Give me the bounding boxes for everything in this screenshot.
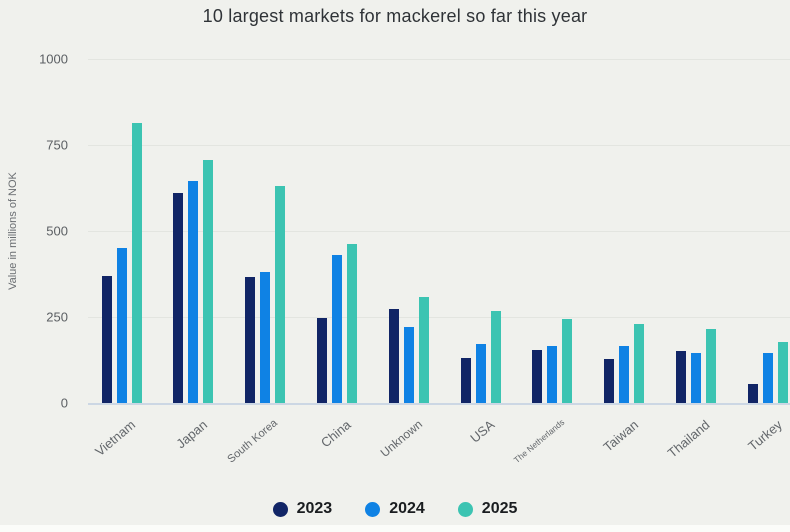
bar-2025-the-netherlands[interactable] — [562, 318, 573, 403]
bar-2025-turkey[interactable] — [777, 341, 788, 403]
bar-2024-china[interactable] — [331, 255, 342, 403]
x-tick-label-vietnam: Vietnam — [92, 417, 139, 460]
bar-2023-thailand[interactable] — [676, 350, 687, 403]
x-tick-label-south-korea: South Korea — [225, 417, 280, 466]
bar-2023-south-korea[interactable] — [245, 277, 256, 403]
x-tick-label-japan: Japan — [173, 417, 210, 452]
legend-label-2025: 2025 — [481, 500, 518, 517]
bar-2024-japan[interactable] — [188, 181, 199, 403]
bar-2025-vietnam[interactable] — [131, 122, 142, 403]
bar-2024-unknown[interactable] — [403, 327, 414, 403]
legend-item-2023[interactable]: 2023 — [272, 500, 333, 518]
gridline — [88, 145, 790, 146]
bar-2024-vietnam[interactable] — [116, 247, 127, 403]
y-tick-label: 1000 — [39, 51, 68, 67]
x-tick-label-turkey: Turkey — [744, 417, 785, 454]
bar-2024-south-korea[interactable] — [260, 272, 271, 403]
bar-2025-china[interactable] — [346, 244, 357, 403]
bar-2024-the-netherlands[interactable] — [547, 345, 558, 403]
bar-2025-usa[interactable] — [490, 310, 501, 403]
bar-2025-south-korea[interactable] — [275, 185, 286, 403]
plot-area — [88, 59, 790, 405]
y-tick-label: 750 — [46, 137, 68, 153]
x-tick-label-china: China — [317, 417, 354, 451]
bar-2023-unknown[interactable] — [388, 309, 399, 403]
bar-2025-thailand[interactable] — [706, 328, 717, 403]
legend-marker-2025 — [457, 501, 473, 517]
legend-item-2025[interactable]: 2025 — [457, 500, 518, 518]
gridline — [88, 231, 790, 232]
bottom-strip — [0, 525, 790, 532]
bar-2024-taiwan[interactable] — [619, 345, 630, 403]
gridline — [88, 317, 790, 318]
gridline — [88, 59, 790, 60]
y-tick-label: 250 — [46, 309, 68, 325]
x-axis-line — [88, 403, 790, 405]
bar-2025-taiwan[interactable] — [634, 324, 645, 403]
bar-2025-unknown[interactable] — [418, 297, 429, 403]
y-tick-label: 0 — [60, 395, 68, 411]
bar-2025-japan[interactable] — [203, 160, 214, 403]
bar-2023-taiwan[interactable] — [604, 359, 615, 403]
y-tick-label: 500 — [46, 223, 68, 239]
bar-2023-japan[interactable] — [173, 193, 184, 403]
bar-2023-vietnam[interactable] — [101, 275, 112, 403]
x-tick-label-usa: USA — [467, 417, 498, 446]
bar-2023-the-netherlands[interactable] — [532, 349, 543, 403]
x-tick-label-taiwan: Taiwan — [600, 417, 641, 455]
legend-marker-2023 — [272, 501, 288, 517]
x-tick-label-unknown: Unknown — [377, 417, 425, 460]
legend-item-2024[interactable]: 2024 — [365, 500, 425, 518]
legend-label-2023: 2023 — [296, 500, 333, 517]
bar-2023-usa[interactable] — [460, 357, 471, 403]
x-tick-label-the-netherlands: The Netherlands — [511, 417, 566, 466]
bar-2024-usa[interactable] — [475, 343, 486, 403]
bar-2024-turkey[interactable] — [762, 353, 773, 403]
legend-label-2024: 2024 — [389, 500, 425, 517]
bar-2023-china[interactable] — [316, 317, 327, 403]
chart-title: 10 largest markets for mackerel so far t… — [202, 6, 588, 26]
bar-2024-thailand[interactable] — [691, 353, 702, 403]
legend: 2023 2024 2025 — [0, 500, 790, 518]
bar-2023-turkey[interactable] — [747, 384, 758, 403]
legend-marker-2024 — [365, 501, 381, 517]
x-tick-label-thailand: Thailand — [664, 417, 713, 461]
